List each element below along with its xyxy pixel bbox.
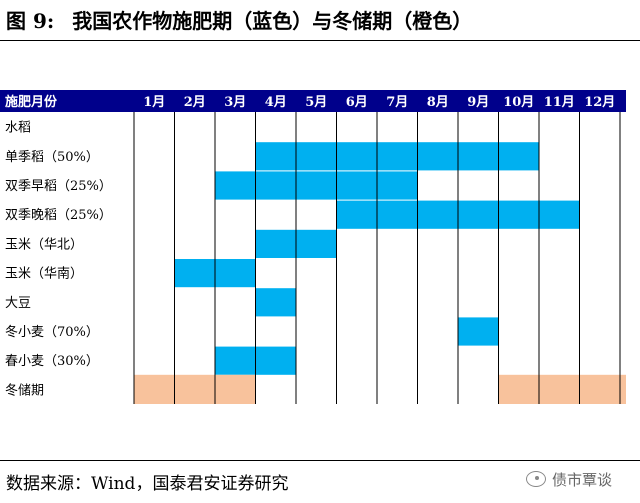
row-label-1: 水稻 [5,121,31,136]
month-header-3: 3月 [224,95,246,110]
month-header-6: 6月 [346,95,368,110]
storage-bar-10-1 [134,374,256,404]
watermark: 债市覃谈 [526,468,612,492]
chat-bubble-icon [526,471,546,487]
month-header-9: 9月 [467,95,489,110]
month-header-5: 5月 [305,95,327,110]
figure-title: 图 9: 我国农作物施肥期（蓝色）与冬储期（橙色） [6,4,634,38]
row-label-3: 双季早稻（25%） [5,179,112,194]
month-header-11: 11月 [544,95,575,110]
month-header-8: 8月 [427,95,449,110]
row-label-6: 玉米（华南） [5,266,83,282]
fertilization-bar-7-1 [255,288,296,317]
month-header-10: 10月 [503,95,534,110]
month-header-1: 1月 [143,95,165,110]
fertilization-bar-8-1 [458,317,499,346]
month-header-7: 7月 [386,95,408,110]
row-label-2: 单季稻（50%） [5,150,99,165]
watermark-text: 债市覃谈 [552,471,613,489]
row-label-7: 大豆 [5,296,31,311]
row-label-8: 冬小麦（70%） [5,324,99,340]
header-band [0,90,626,112]
header-label: 施肥月份 [5,94,58,110]
top-rule [0,40,640,41]
source-note: 数据来源：Wind，国泰君安证券研究 [6,474,289,494]
month-header-12: 12月 [584,95,615,110]
fertilization-calendar-chart: 施肥月份 1月 2月 3月 4月 5月 6月 7月 8月 9月 10月 11月 12月水稻单季稻（50%… [0,90,626,404]
fertilization-bar-2-1 [255,142,539,171]
month-header-2: 2月 [184,95,206,110]
figure-title-text: 我国农作物施肥期（蓝色）与冬储期（橙色） [72,9,473,33]
storage-bar-10-2 [498,374,626,404]
figure-label: 图 9: [6,9,55,33]
bottom-rule [0,460,640,461]
fertilization-bar-3-1 [215,171,418,200]
row-label-5: 玉米（华北） [5,237,83,252]
row-label-9: 春小麦（30%） [5,354,99,369]
row-label-4: 双季晚稻（25%） [5,208,112,223]
row-label-10: 冬储期 [5,382,44,398]
month-header-4: 4月 [265,95,287,110]
